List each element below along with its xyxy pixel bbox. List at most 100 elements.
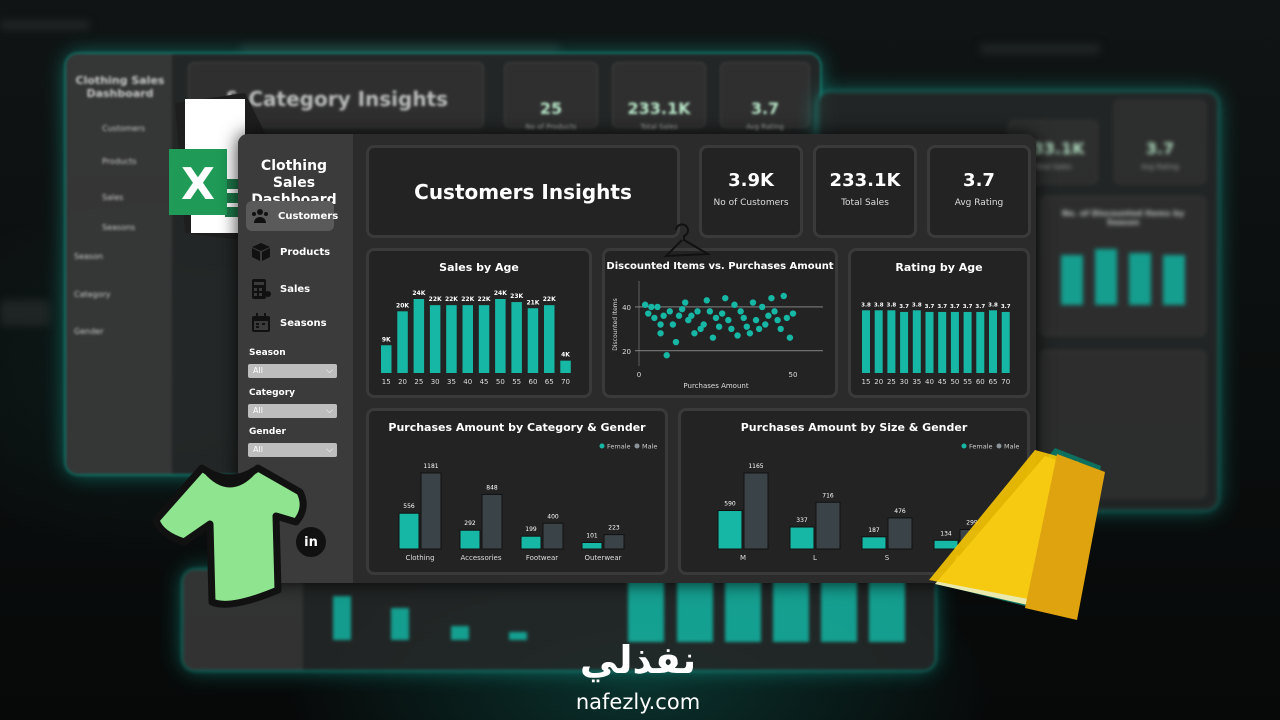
data-point — [722, 294, 729, 302]
background-kpi-label: Total Sales — [640, 123, 678, 131]
background-kpi-value: 233.1K — [627, 99, 691, 118]
data-label: 22K — [478, 296, 491, 303]
main-dashboard-window: Clothing Sales Dashboard Customers Produ… — [238, 134, 1036, 583]
legend-marker-male — [996, 443, 1002, 449]
season-filter-select[interactable]: All ⌵ — [248, 364, 337, 378]
shirt-icon — [152, 464, 307, 608]
background-bar — [677, 572, 713, 642]
category-filter-select[interactable]: All ⌵ — [248, 404, 337, 418]
data-point — [718, 310, 726, 317]
background-bar — [1095, 249, 1117, 305]
data-point — [682, 299, 689, 306]
data-point — [749, 299, 757, 306]
background-kpi: 233.1K Total Sales — [612, 62, 706, 131]
gender-filter-select[interactable]: All ⌵ — [248, 443, 337, 457]
x-tick-label: 0 — [637, 371, 641, 379]
nav-sales[interactable]: Sales — [246, 274, 334, 304]
blurred-text — [0, 300, 50, 326]
legend-marker-female — [961, 443, 967, 449]
data-point — [731, 301, 738, 308]
data-point — [765, 312, 772, 319]
data-point — [706, 308, 714, 315]
bar-male — [481, 493, 503, 550]
tick-label: Footwear — [526, 554, 558, 562]
data-label: 4K — [561, 352, 570, 359]
bar — [989, 310, 997, 373]
nav-label: Sales — [280, 283, 311, 295]
chevron-down-icon: ⌵ — [326, 445, 333, 455]
legend-marker-female — [599, 443, 605, 449]
bar — [925, 311, 934, 373]
data-label: 3.7 — [950, 304, 960, 310]
chart-title: Purchases Amount by Size & Gender — [740, 421, 968, 434]
kpi-label: Avg Rating — [954, 198, 1004, 208]
background-bar — [1163, 255, 1185, 305]
kpi-card-avg-rating: 3.7 Avg Rating — [927, 145, 1031, 238]
bar — [446, 305, 457, 373]
data-label: 20K — [396, 302, 409, 309]
nav-products[interactable]: Products — [246, 237, 334, 267]
background-kpi: 25 No of Products — [504, 62, 598, 131]
background-bar — [333, 596, 351, 640]
data-point — [783, 314, 791, 322]
background-bar — [451, 626, 469, 640]
data-point — [780, 292, 787, 300]
background-bar — [869, 572, 905, 642]
data-point — [774, 316, 781, 324]
background-nav-item: Customers — [102, 124, 146, 133]
x-axis-label: Purchases Amount — [683, 382, 748, 390]
rating-by-age-plot: 3.8 15 3.8 20 3.8 25 3.7 30 3.8 35 3.7 40 3.7 45 3.7 50… — [861, 302, 1011, 386]
data-point — [715, 323, 723, 330]
chart-title: Purchases Amount by Category & Gender — [388, 421, 646, 434]
bar-female — [717, 510, 743, 550]
nav-seasons[interactable]: Seasons — [246, 308, 334, 338]
tick-label: 55 — [963, 378, 972, 386]
kpi-value: 233.1K — [829, 170, 901, 191]
tick-label: 35 — [447, 378, 456, 386]
blurred-text — [0, 20, 90, 30]
background-kpi-value: 233.1K — [1021, 139, 1085, 158]
kpi-value: 3.7 — [963, 170, 995, 191]
bar-male — [603, 534, 625, 550]
bar — [478, 305, 490, 373]
bar-male — [743, 472, 769, 550]
tick-label: 45 — [480, 378, 489, 386]
data-point — [728, 325, 735, 333]
bar — [495, 299, 506, 373]
category-filter-label: Category — [249, 388, 296, 398]
box-icon — [250, 241, 272, 263]
linkedin-icon[interactable]: in — [296, 527, 326, 557]
data-label: 3.7 — [925, 304, 935, 310]
bar-male — [887, 517, 913, 550]
bar — [381, 345, 392, 373]
background-filter-label: Category — [74, 290, 111, 299]
background-kpi: 3.7 Avg Rating — [1114, 100, 1206, 184]
bar-male — [815, 501, 841, 550]
kpi-value: 3.9K — [728, 170, 774, 191]
gender-filter-value: All — [253, 445, 263, 454]
x-tick-label: 50 — [789, 371, 798, 379]
data-point — [694, 308, 701, 315]
bar-male — [420, 472, 442, 550]
data-label: 187 — [868, 527, 880, 534]
tick-label: 40 — [463, 378, 472, 386]
page-title: Customers Insights — [414, 179, 632, 204]
scatter-plot: 20 40 0 50 Purchases Amount Discounted Items — [612, 281, 823, 390]
data-label: 556 — [403, 503, 415, 510]
tick-label: 25 — [887, 378, 896, 386]
bar — [938, 311, 947, 373]
data-point — [688, 312, 695, 319]
season-filter-label: Season — [249, 348, 286, 358]
discount-scatter-chart: Discounted Items vs. Purchases Amount 20… — [602, 248, 838, 398]
tick-label: S — [885, 554, 890, 562]
nav-customers[interactable]: Customers — [246, 201, 338, 231]
data-point — [755, 325, 763, 333]
tick-label: 65 — [989, 378, 998, 386]
bar-female — [581, 542, 603, 550]
data-label: 1181 — [423, 463, 438, 470]
tick-label: 65 — [545, 378, 554, 386]
data-label: 3.7 — [975, 304, 985, 310]
chevron-down-icon: ⌵ — [326, 366, 333, 376]
data-label: 1165 — [748, 463, 763, 470]
tick-label: 50 — [950, 378, 959, 386]
